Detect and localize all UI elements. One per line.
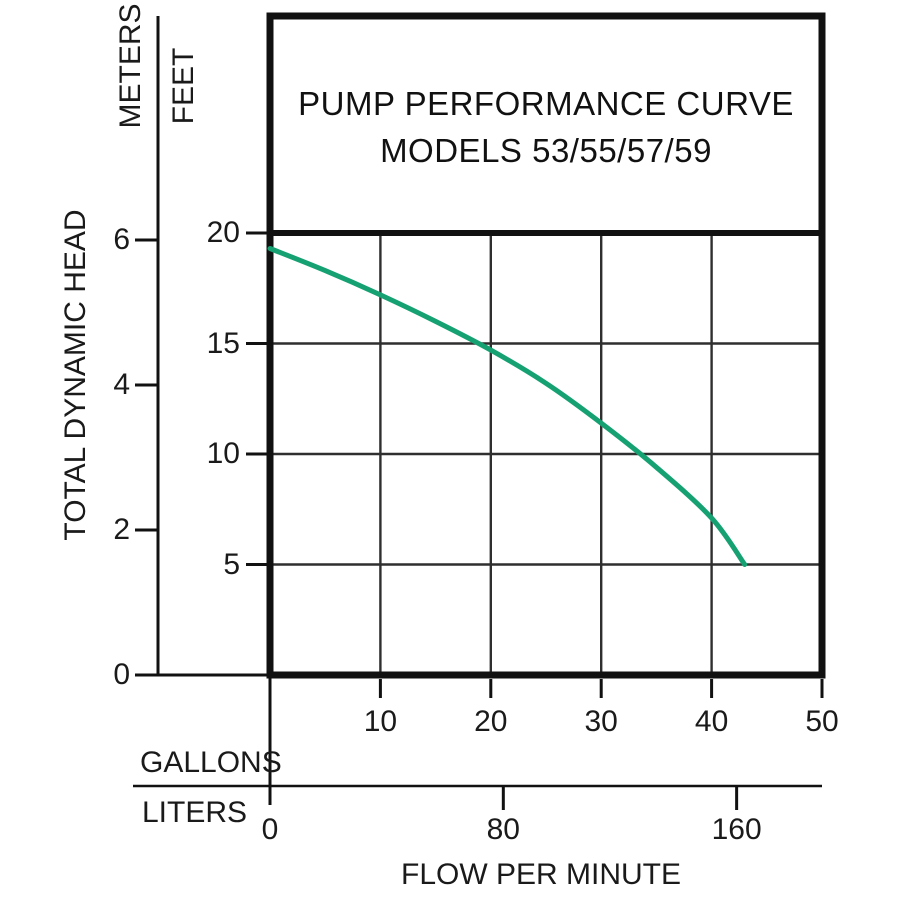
feet-tick-label-15: 15 [206,326,240,360]
liters-tick-label-80: 80 [486,813,520,846]
feet-axis-label: FEET [167,47,200,125]
liters-tick-label-0: 0 [261,813,279,846]
gallons-tick-label-30: 30 [584,705,618,738]
tick-marks [135,231,824,810]
flow-per-minute-label: FLOW PER MINUTE [400,858,682,891]
meters-tick-label-6: 6 [113,222,130,256]
feet-tick-label-5: 5 [223,547,240,581]
gallons-axis-label: GALLONS [140,746,282,779]
meters-axis-label: METERS [114,3,147,129]
chart-border [266,12,826,679]
gallons-tick-label-50: 50 [805,705,839,738]
chart-title-block: PUMP PERFORMANCE CURVE MODELS 53/55/57/5… [270,80,822,174]
meters-tick-label-2: 2 [113,512,130,546]
pump-curve [267,246,748,567]
gallons-tick-label-40: 40 [694,705,729,738]
chart-subtitle: MODELS 53/55/57/59 [380,132,712,169]
gallons-tick-label-10: 10 [363,705,398,738]
liters-axis-label: LITERS [142,796,248,829]
chart-title: PUMP PERFORMANCE CURVE [298,85,794,122]
feet-tick-label-20: 20 [206,216,240,249]
gridlines [270,233,822,675]
meters-tick-label-0: 0 [113,658,130,691]
liters-tick-label-160: 160 [711,813,762,846]
total-dynamic-head-label: TOTAL DYNAMIC HEAD [59,209,92,541]
curve-layer [267,246,748,567]
chart-frame [133,12,826,805]
feet-tick-label-10: 10 [206,437,240,470]
meters-tick-label-4: 4 [113,367,130,401]
gallons-tick-label-20: 20 [474,705,508,738]
